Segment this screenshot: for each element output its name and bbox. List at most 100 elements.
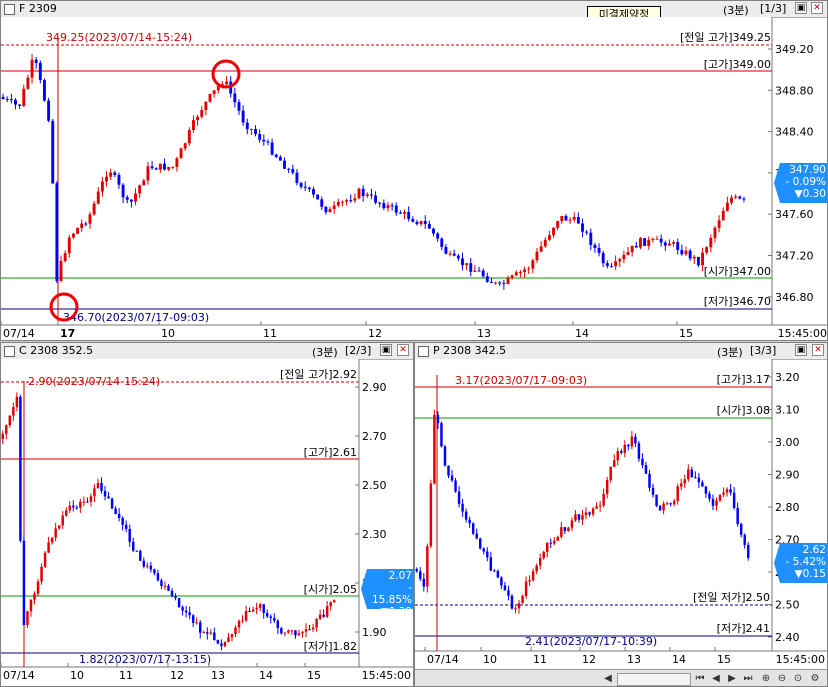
candles xyxy=(1,392,336,651)
zoom-in-icon[interactable]: ⊕ xyxy=(761,673,771,684)
page-indicator: [1/3] xyxy=(760,2,787,15)
y-tick-label: 2.80 xyxy=(775,501,800,514)
x-tick-label: 14 xyxy=(259,669,273,682)
maximize-icon[interactable]: ▣ xyxy=(795,2,807,14)
end-time: 15:45:00 xyxy=(776,653,825,666)
chart-area[interactable]: [전일 고가]349.25 [고가]349.00 [시가]347.00 [저가]… xyxy=(1,17,828,341)
chart-panel-put: P 2308 342.5 (3분) [3/3] ▣ ✕ [고가]3.17 [시가… xyxy=(414,342,828,687)
timeframe-label[interactable]: (3분) xyxy=(717,346,743,359)
ref-label-open: [시가]347.00 xyxy=(704,265,771,278)
x-tick-label: 13 xyxy=(211,669,225,682)
ref-label-prev-high: [전일 고가]349.25 xyxy=(680,30,771,44)
x-tick-label: 11 xyxy=(119,669,133,682)
x-tick-label: 15 xyxy=(679,327,693,340)
select-checkbox[interactable] xyxy=(4,346,15,357)
ref-label-prev-high: [전일 고가]2.92 xyxy=(280,367,357,381)
scroll-next-icon[interactable]: ▶ xyxy=(728,673,736,684)
badge-price: 2.62 xyxy=(802,544,826,556)
ref-label-high: [고가]2.61 xyxy=(304,446,357,459)
y-tick-label: 2.50 xyxy=(362,479,387,492)
price-badge: 2.07 - 15.85% ▼0.39 xyxy=(361,569,413,618)
ref-label-low: [저가]1.82 xyxy=(304,640,357,653)
highlight-circle xyxy=(49,292,79,322)
scroll-thumb[interactable] xyxy=(617,673,691,686)
end-time: 15:45:00 xyxy=(778,327,827,340)
x-tick-label: 11 xyxy=(263,327,277,340)
y-tick-label: 347.20 xyxy=(775,250,814,263)
y-tick-label: 3.20 xyxy=(775,371,800,384)
ref-label-low: [저가]2.41 xyxy=(717,622,770,635)
panel-title: C 2308 352.5 xyxy=(19,344,94,357)
close-icon[interactable]: ✕ xyxy=(811,2,823,14)
y-tick-label: 349.20 xyxy=(775,43,814,56)
ref-label-high: [고가]349.00 xyxy=(704,58,771,71)
timeframe-label[interactable]: (3분) xyxy=(723,4,749,17)
settings-icon[interactable]: ⚙ xyxy=(810,673,820,684)
x-tick-label: 13 xyxy=(477,327,491,340)
panel-title: F 2309 xyxy=(19,2,57,15)
badge-change: ▼0.30 xyxy=(794,188,826,200)
x-tick-label: 14 xyxy=(672,653,686,666)
x-tick-label: 17 xyxy=(60,327,75,340)
ref-label-open: [시가]3.08 xyxy=(717,404,770,417)
close-icon[interactable]: ✕ xyxy=(397,344,409,356)
x-tick-label: 10 xyxy=(161,327,175,340)
chart-panel-call: C 2308 352.5 (3분) [2/3] ▣ ✕ [전일 고가]2.92 … xyxy=(0,342,414,687)
y-tick-label: 1.90 xyxy=(362,626,387,639)
y-tick-label: 2.50 xyxy=(775,599,800,612)
y-tick-label: 348.40 xyxy=(775,126,814,139)
chart-panel-futures: F 2309 (3분) [1/3] ▣ ✕ 미결제약정 [전일 고가]349.2… xyxy=(0,0,828,341)
zoom-out-icon[interactable]: ⊖ xyxy=(777,673,787,684)
scroll-first-icon[interactable]: ⏮ xyxy=(695,673,705,684)
badge-change: ▼0.15 xyxy=(794,568,826,580)
timeframe-label[interactable]: (3분) xyxy=(312,346,338,359)
panel-titlebar: P 2308 342.5 (3분) [3/3] ▣ ✕ xyxy=(415,343,827,360)
y-tick-label: 2.90 xyxy=(362,381,387,394)
highlight-circle xyxy=(211,59,241,89)
scroll-last-icon[interactable]: ⏭ xyxy=(743,673,753,684)
chart-area[interactable]: [전일 고가]2.92 [고가]2.61 [시가]2.05 [저가]1.82 2… xyxy=(1,359,413,686)
x-tick-label: 12 xyxy=(170,669,184,682)
y-axis: 3.203.103.002.902.802.702.602.502.40 xyxy=(768,371,800,644)
badge-pct: - 15.85% xyxy=(371,582,412,606)
annotation-low: 346.70(2023/07/17-09:03) xyxy=(63,311,209,324)
annotation-high: 3.17(2023/07/17-09:03) xyxy=(455,374,587,387)
x-axis: 07/14 17 10 11 12 13 14 15 xyxy=(1,321,693,340)
x-tick-label: 15 xyxy=(717,653,731,666)
annotation-high: 349.25(2023/07/14-15:24) xyxy=(46,31,192,44)
x-tick-label: 07/14 xyxy=(3,327,35,340)
maximize-icon[interactable]: ▣ xyxy=(795,344,807,356)
candles xyxy=(415,409,750,614)
ref-label-low: [저가]346.70 xyxy=(704,295,771,308)
scroll-left-icon[interactable]: ◀ xyxy=(604,673,612,684)
x-tick-label: 10 xyxy=(70,669,84,682)
x-tick-label: 07/14 xyxy=(427,653,459,666)
chart-scrollbar[interactable]: ◀ ⏮ ◀ ▶ ⏭ ⊕ ⊖ ⊙ ⚙ xyxy=(415,669,827,686)
panel-titlebar: F 2309 (3분) [1/3] ▣ ✕ xyxy=(1,1,827,18)
zoom-reset-icon[interactable]: ⊙ xyxy=(793,673,803,684)
x-tick-label: 15 xyxy=(307,669,321,682)
y-tick-label: 3.10 xyxy=(775,404,800,417)
x-tick-label: 14 xyxy=(575,327,589,340)
candles xyxy=(1,54,746,290)
y-tick-label: 3.00 xyxy=(775,436,800,449)
x-tick-label: 07/14 xyxy=(3,669,35,682)
scroll-prev-icon[interactable]: ◀ xyxy=(712,673,720,684)
y-axis: 349.20348.80348.40348.00347.60347.20346.… xyxy=(768,43,814,304)
y-tick-label: 2.40 xyxy=(775,631,800,644)
ref-label-prev-low: [전일 저가]2.50 xyxy=(693,590,770,604)
annotation-low: 1.82(2023/07/17-13:15) xyxy=(79,653,211,666)
chart-area[interactable]: [고가]3.17 [시가]3.08 [전일 저가]2.50 [저가]2.41 3… xyxy=(415,359,827,669)
maximize-icon[interactable]: ▣ xyxy=(380,344,392,356)
x-axis: 07/14 10 11 12 13 14 15 xyxy=(1,663,321,682)
page-indicator: [3/3] xyxy=(750,344,777,357)
y-tick-label: 2.30 xyxy=(362,528,387,541)
y-tick-label: 346.80 xyxy=(775,291,814,304)
select-checkbox[interactable] xyxy=(4,4,15,15)
y-tick-label: 348.80 xyxy=(775,84,814,97)
y-tick-label: 2.90 xyxy=(775,469,800,482)
x-tick-label: 11 xyxy=(533,653,547,666)
select-checkbox[interactable] xyxy=(418,346,429,357)
x-axis: 07/14 10 11 12 13 14 15 xyxy=(424,647,731,666)
close-icon[interactable]: ✕ xyxy=(812,344,824,356)
